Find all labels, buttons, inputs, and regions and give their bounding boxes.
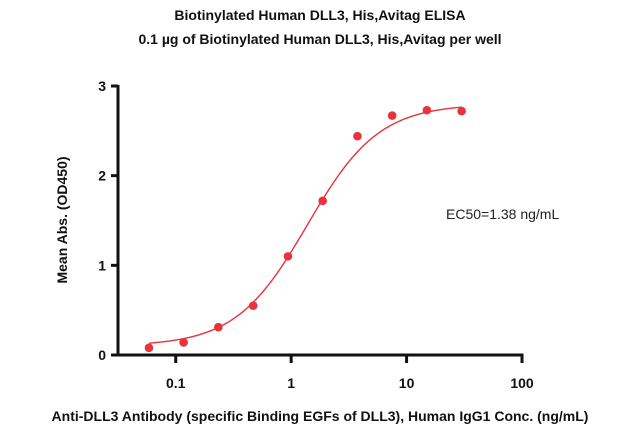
x-tick-label: 1: [287, 375, 295, 391]
data-point: [353, 131, 362, 141]
y-tick-label: 3: [98, 78, 106, 94]
chart-title: Biotinylated Human DLL3, His,Avitag ELIS…: [174, 7, 466, 23]
axes: 0 1 2 3 0.1 1 10 100: [98, 78, 534, 391]
fit-curve: [148, 106, 462, 344]
x-tick-label: 100: [510, 375, 534, 391]
y-tick-label: 0: [98, 347, 106, 363]
data-point: [179, 338, 188, 347]
data-point: [387, 111, 397, 120]
data-point: [422, 105, 432, 115]
y-axis-label: Mean Abs. (OD450): [54, 156, 70, 283]
data-point: [214, 322, 223, 332]
data-point: [318, 196, 327, 206]
data-point: [457, 106, 466, 116]
x-tick-label: 10: [399, 375, 415, 391]
data-point: [283, 252, 293, 261]
x-tick-label: 0.1: [166, 375, 186, 391]
ec50-annotation: EC50=1.38 ng/mL: [446, 206, 559, 222]
data-point: [144, 343, 154, 353]
data-points: [144, 105, 466, 353]
chart-subtitle: 0.1 µg of Biotinylated Human DLL3, His,A…: [138, 31, 502, 47]
data-point: [248, 301, 258, 310]
y-tick-label: 1: [98, 257, 106, 273]
x-axis-label: Anti-DLL3 Antibody (specific Binding EGF…: [52, 408, 589, 424]
y-tick-label: 2: [98, 168, 106, 184]
